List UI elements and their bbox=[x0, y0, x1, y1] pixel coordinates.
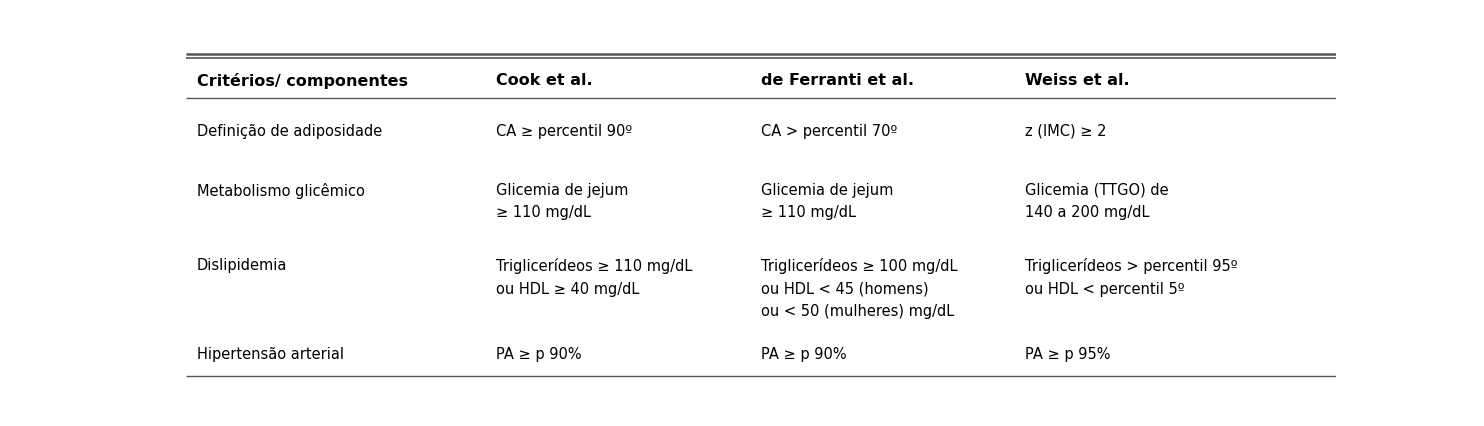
Text: Glicemia de jejum
≥ 110 mg/dL: Glicemia de jejum ≥ 110 mg/dL bbox=[761, 182, 893, 219]
Text: z (IMC) ≥ 2: z (IMC) ≥ 2 bbox=[1025, 123, 1107, 138]
Text: Triglicerídeos ≥ 110 mg/dL
ou HDL ≥ 40 mg/dL: Triglicerídeos ≥ 110 mg/dL ou HDL ≥ 40 m… bbox=[496, 258, 693, 296]
Text: PA ≥ p 90%: PA ≥ p 90% bbox=[496, 346, 582, 361]
Text: PA ≥ p 95%: PA ≥ p 95% bbox=[1025, 346, 1110, 361]
Text: Triglicerídeos > percentil 95º
ou HDL < percentil 5º: Triglicerídeos > percentil 95º ou HDL < … bbox=[1025, 258, 1238, 296]
Text: CA > percentil 70º: CA > percentil 70º bbox=[761, 123, 896, 138]
Text: CA ≥ percentil 90º: CA ≥ percentil 90º bbox=[496, 123, 632, 138]
Text: Metabolismo glicêmico: Metabolismo glicêmico bbox=[197, 182, 365, 198]
Text: Glicemia (TTGO) de
140 a 200 mg/dL: Glicemia (TTGO) de 140 a 200 mg/dL bbox=[1025, 182, 1169, 219]
Text: PA ≥ p 90%: PA ≥ p 90% bbox=[761, 346, 846, 361]
Text: Dislipidemia: Dislipidemia bbox=[197, 258, 288, 273]
Text: de Ferranti et al.: de Ferranti et al. bbox=[761, 73, 914, 88]
Text: Triglicerídeos ≥ 100 mg/dL
ou HDL < 45 (homens)
ou < 50 (mulheres) mg/dL: Triglicerídeos ≥ 100 mg/dL ou HDL < 45 (… bbox=[761, 258, 957, 318]
Text: Critérios/ componentes: Critérios/ componentes bbox=[197, 73, 408, 89]
Text: Hipertensão arterial: Hipertensão arterial bbox=[197, 346, 344, 361]
Text: Weiss et al.: Weiss et al. bbox=[1025, 73, 1129, 88]
Text: Cook et al.: Cook et al. bbox=[496, 73, 592, 88]
Text: Glicemia de jejum
≥ 110 mg/dL: Glicemia de jejum ≥ 110 mg/dL bbox=[496, 182, 628, 219]
Text: Definição de adiposidade: Definição de adiposidade bbox=[197, 123, 383, 138]
